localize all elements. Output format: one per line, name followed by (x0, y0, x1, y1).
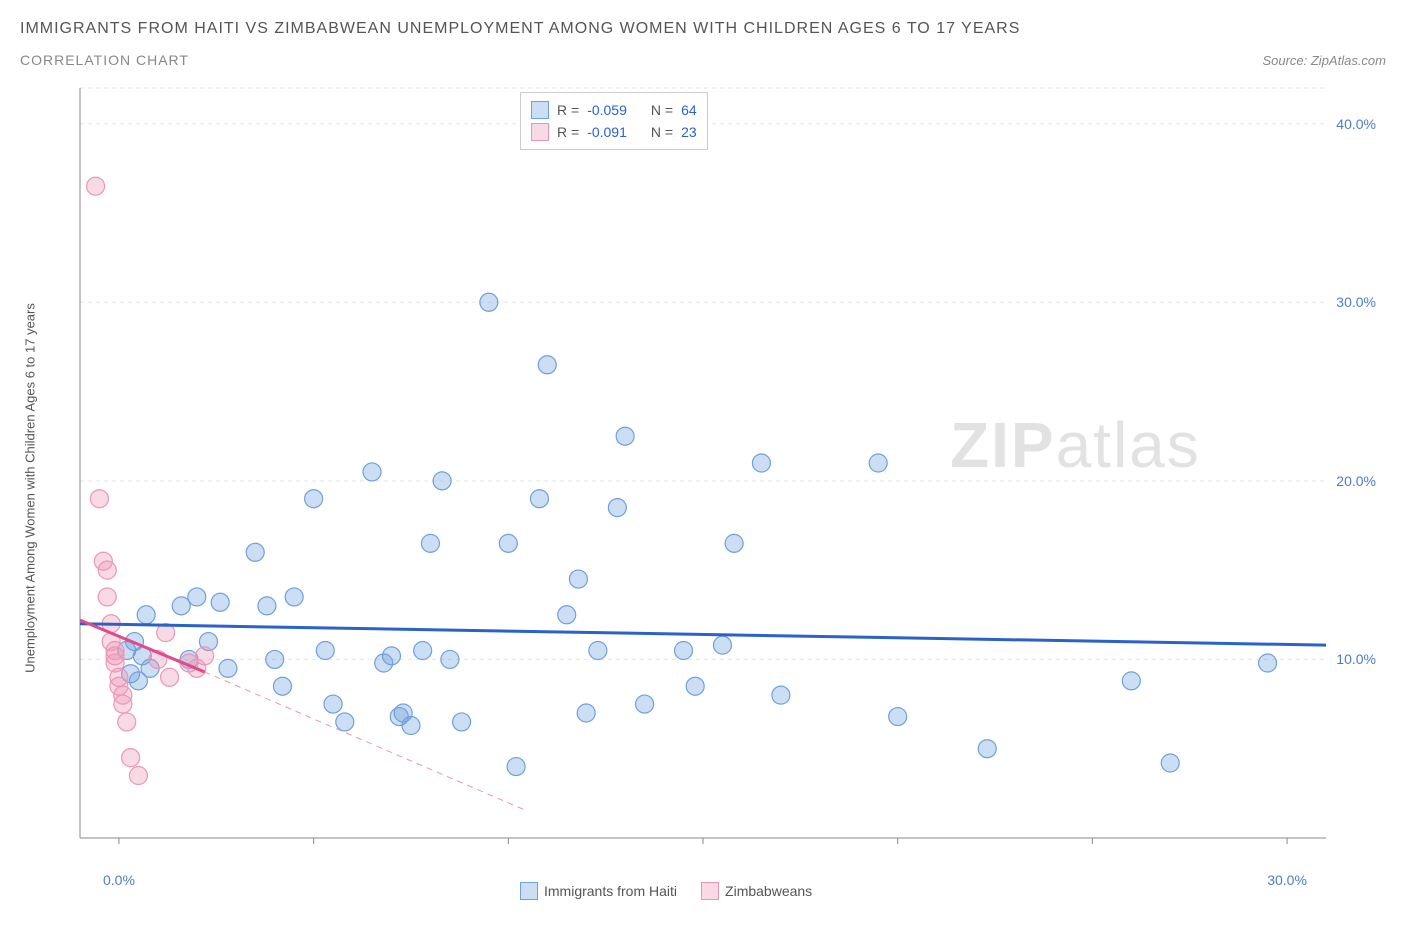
r-label: R = (557, 124, 579, 140)
n-value: 23 (681, 124, 697, 140)
y-tick-label: 10.0% (1336, 651, 1376, 667)
series-swatch (531, 123, 549, 141)
series-legend: Immigrants from Haiti Zimbabweans (520, 882, 812, 900)
source-attribution: Source: ZipAtlas.com (1262, 53, 1386, 68)
stats-row: R = -0.059 N = 64 (531, 99, 697, 121)
series-swatch (520, 882, 538, 900)
source-label: Source: (1262, 53, 1310, 68)
y-tick-label: 40.0% (1336, 116, 1376, 132)
chart-container: Unemployment Among Women with Children A… (20, 78, 1386, 898)
y-axis-label: Unemployment Among Women with Children A… (23, 303, 38, 673)
legend-item: Immigrants from Haiti (520, 882, 677, 900)
y-tick-label: 30.0% (1336, 294, 1376, 310)
subtitle-row: CORRELATION CHART Source: ZipAtlas.com (20, 52, 1386, 68)
n-label: N = (651, 102, 673, 118)
x-tick-label: 30.0% (1267, 872, 1307, 888)
series-swatch (701, 882, 719, 900)
n-value: 64 (681, 102, 697, 118)
series-swatch (531, 101, 549, 119)
source-name: ZipAtlas.com (1311, 53, 1386, 68)
r-value: -0.091 (587, 124, 627, 140)
stats-row: R = -0.091 N = 23 (531, 121, 697, 143)
r-value: -0.059 (587, 102, 627, 118)
x-tick-label: 0.0% (103, 872, 135, 888)
chart-subtitle: CORRELATION CHART (20, 52, 189, 68)
legend-item: Zimbabweans (701, 882, 812, 900)
correlation-stats-box: R = -0.059 N = 64 R = -0.091 N = 23 (520, 92, 708, 150)
r-label: R = (557, 102, 579, 118)
chart-title: IMMIGRANTS FROM HAITI VS ZIMBABWEAN UNEM… (20, 20, 1386, 38)
n-label: N = (651, 124, 673, 140)
scatter-chart (20, 78, 1386, 878)
y-tick-label: 20.0% (1336, 473, 1376, 489)
legend-label: Immigrants from Haiti (544, 883, 677, 899)
legend-label: Zimbabweans (725, 883, 812, 899)
